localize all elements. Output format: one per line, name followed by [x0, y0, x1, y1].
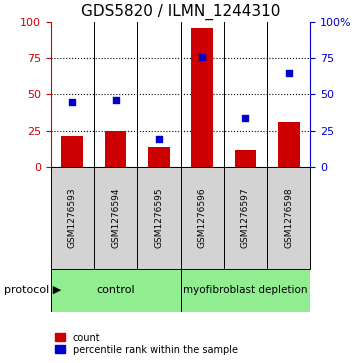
Title: GDS5820 / ILMN_1244310: GDS5820 / ILMN_1244310: [81, 4, 280, 20]
Bar: [267, 167, 310, 269]
Text: GSM1276598: GSM1276598: [284, 187, 293, 248]
Bar: [224, 167, 267, 269]
Bar: [180, 167, 224, 269]
Bar: [51, 269, 180, 312]
Bar: [180, 269, 310, 312]
Text: GSM1276596: GSM1276596: [198, 187, 206, 248]
Text: GSM1276595: GSM1276595: [155, 187, 163, 248]
Bar: [148, 147, 170, 167]
Text: control: control: [96, 285, 135, 295]
Point: [199, 54, 205, 60]
Text: GSM1276593: GSM1276593: [68, 187, 77, 248]
Bar: [137, 167, 180, 269]
Bar: [278, 122, 300, 167]
Point: [156, 136, 162, 142]
Text: myofibroblast depletion: myofibroblast depletion: [183, 285, 308, 295]
Bar: [94, 167, 137, 269]
Bar: [105, 131, 126, 167]
Text: GSM1276597: GSM1276597: [241, 187, 250, 248]
Bar: [191, 28, 213, 167]
Bar: [235, 150, 256, 167]
Bar: [61, 136, 83, 167]
Text: GSM1276594: GSM1276594: [111, 188, 120, 248]
Legend: count, percentile rank within the sample: count, percentile rank within the sample: [55, 333, 238, 355]
Point: [69, 99, 75, 105]
Text: protocol ▶: protocol ▶: [4, 285, 61, 295]
Point: [286, 70, 292, 76]
Bar: [51, 167, 94, 269]
Point: [243, 115, 248, 121]
Point: [113, 97, 118, 103]
